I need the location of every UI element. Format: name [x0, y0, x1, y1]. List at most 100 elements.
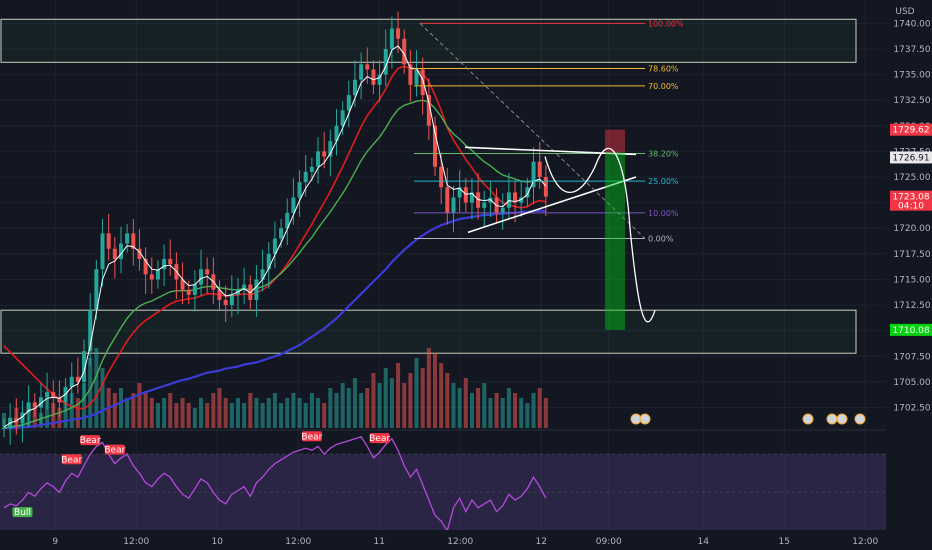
volume-bar	[506, 388, 511, 428]
candle[interactable]	[38, 397, 43, 408]
candle[interactable]	[118, 243, 123, 259]
candle[interactable]	[525, 187, 530, 198]
candle[interactable]	[205, 269, 210, 275]
candle[interactable]	[371, 69, 376, 85]
candle[interactable]	[334, 125, 339, 142]
candle[interactable]	[100, 233, 105, 270]
candle[interactable]	[316, 151, 321, 167]
candle[interactable]	[513, 192, 518, 203]
candle[interactable]	[51, 392, 56, 398]
projection-path[interactable]	[544, 147, 656, 323]
candle[interactable]	[482, 202, 487, 208]
volume-bar	[500, 398, 505, 428]
candle[interactable]	[2, 428, 6, 429]
candle[interactable]	[426, 95, 431, 126]
rsi-line	[3, 436, 547, 533]
candle[interactable]	[266, 253, 271, 270]
candle[interactable]	[131, 233, 136, 249]
candle[interactable]	[125, 233, 130, 244]
candle[interactable]	[359, 64, 364, 80]
event-flag-icon[interactable]	[826, 413, 838, 425]
candle[interactable]	[457, 187, 462, 198]
candle[interactable]	[377, 74, 382, 85]
candle[interactable]	[32, 402, 37, 408]
candle[interactable]	[260, 269, 265, 280]
candle[interactable]	[309, 166, 314, 172]
candle[interactable]	[155, 269, 160, 280]
candle[interactable]	[143, 258, 148, 275]
candle[interactable]	[340, 110, 345, 126]
time-scale[interactable]: 9 12:00 10 12:00 11 12:00 12 09:00 14 15 12:00	[0, 530, 932, 550]
candle[interactable]	[88, 310, 93, 352]
candle[interactable]	[229, 294, 234, 306]
candle[interactable]	[414, 69, 419, 85]
candle[interactable]	[303, 171, 308, 183]
candle[interactable]	[272, 238, 277, 254]
candle[interactable]	[199, 269, 204, 285]
candle[interactable]	[26, 402, 31, 413]
candle[interactable]	[445, 187, 450, 213]
candle[interactable]	[433, 125, 438, 167]
candle[interactable]	[45, 392, 50, 398]
candle[interactable]	[396, 28, 401, 39]
candle[interactable]	[69, 376, 74, 388]
candle[interactable]	[322, 151, 327, 157]
candle[interactable]	[162, 258, 167, 270]
candle[interactable]	[408, 64, 413, 85]
candle[interactable]	[383, 48, 388, 75]
price-axis-label: 1707.50	[893, 352, 930, 362]
candle[interactable]	[149, 274, 154, 280]
candle[interactable]	[112, 248, 117, 259]
price-scale[interactable]: 1740.001737.501735.001732.501730.001727.…	[886, 0, 932, 550]
candle[interactable]	[279, 228, 284, 239]
candle[interactable]	[297, 182, 302, 198]
triangle-upper-line[interactable]	[464, 146, 637, 156]
event-flag-icon[interactable]	[854, 413, 866, 425]
candle[interactable]	[543, 177, 548, 197]
candle[interactable]	[469, 192, 474, 203]
candle[interactable]	[531, 161, 536, 188]
candle[interactable]	[285, 212, 290, 229]
candle[interactable]	[291, 197, 296, 213]
candle[interactable]	[537, 161, 542, 178]
candle[interactable]	[451, 197, 456, 213]
candle[interactable]	[20, 412, 25, 423]
candle[interactable]	[420, 69, 425, 96]
event-flag-icon[interactable]	[836, 413, 848, 425]
candle[interactable]	[500, 207, 505, 213]
trendline-drawings[interactable]	[464, 129, 656, 330]
event-flag-icon[interactable]	[802, 413, 814, 425]
candle[interactable]	[137, 248, 142, 259]
candle[interactable]	[94, 269, 99, 311]
candle[interactable]	[75, 376, 80, 382]
candle[interactable]	[352, 79, 357, 96]
candle[interactable]	[402, 38, 407, 65]
triangle-lower-line[interactable]	[467, 176, 637, 234]
volume-bar	[396, 363, 401, 428]
candle[interactable]	[192, 284, 197, 295]
candle[interactable]	[389, 28, 394, 49]
candle[interactable]	[463, 187, 468, 203]
event-flag-icon[interactable]	[639, 413, 651, 425]
candle[interactable]	[242, 284, 247, 290]
candle[interactable]	[439, 166, 444, 188]
candle[interactable]	[365, 64, 370, 70]
candle[interactable]	[106, 233, 111, 249]
candle[interactable]	[180, 279, 185, 290]
candle[interactable]	[346, 95, 351, 111]
candle[interactable]	[254, 279, 259, 300]
candle[interactable]	[223, 299, 228, 306]
candle[interactable]	[82, 351, 87, 382]
economic-event-icons[interactable]	[630, 413, 866, 425]
candle[interactable]	[168, 258, 173, 265]
fib-trend-line	[419, 23, 646, 239]
candle[interactable]	[506, 192, 511, 208]
candlesticks[interactable]	[2, 11, 548, 445]
candle[interactable]	[328, 141, 333, 157]
candle[interactable]	[186, 289, 191, 295]
candle[interactable]	[57, 397, 62, 403]
volume-bar	[383, 368, 388, 428]
candle[interactable]	[217, 289, 222, 300]
